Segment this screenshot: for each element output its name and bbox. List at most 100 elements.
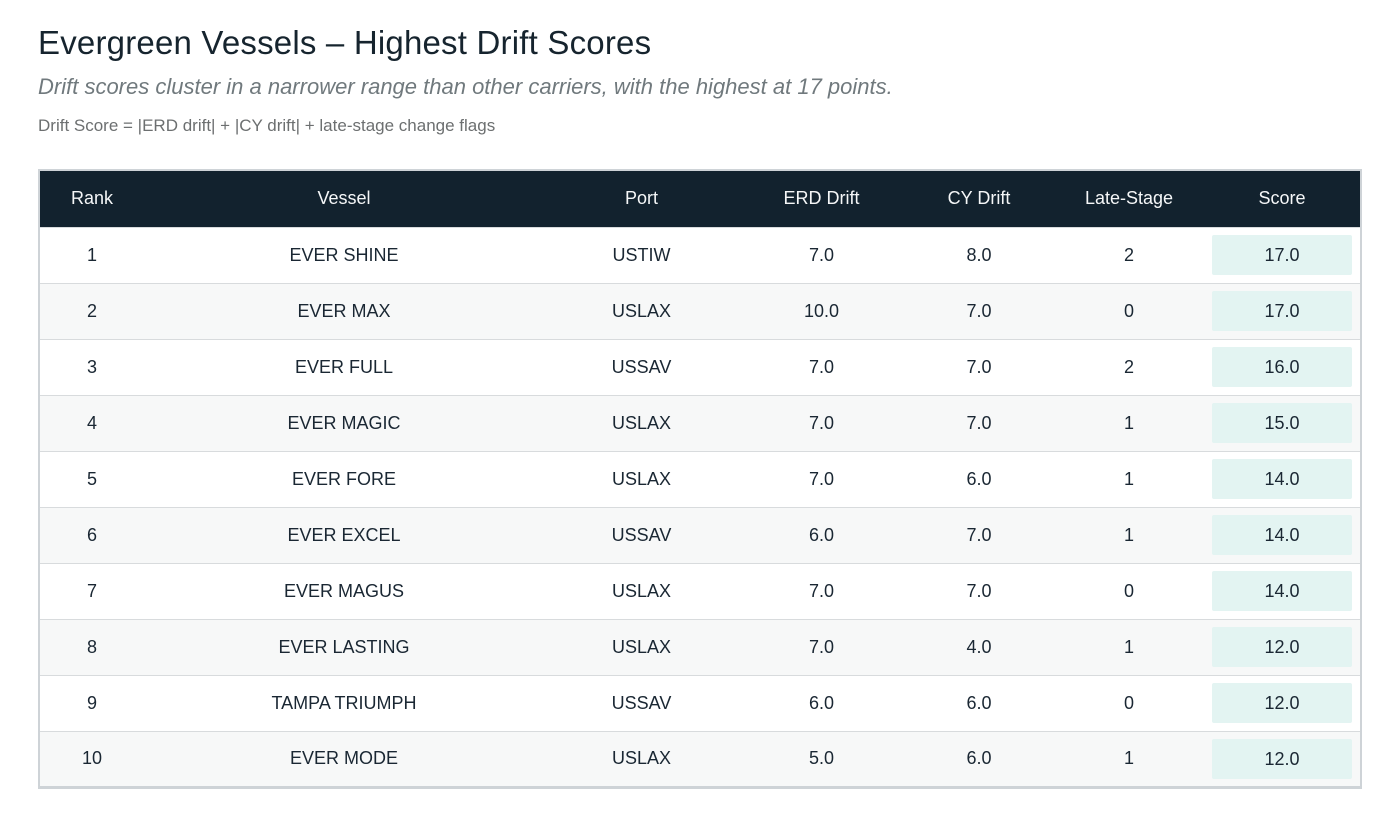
cell-rank: 9 <box>39 674 144 731</box>
cell-port: USLAX <box>544 450 739 507</box>
cell-vessel: TAMPA TRIUMPH <box>144 674 544 731</box>
cell-vessel: EVER EXCEL <box>144 506 544 563</box>
cell-score: 17.0 <box>1204 226 1361 283</box>
cell-port: USLAX <box>544 282 739 339</box>
cell-late-stage: 1 <box>1054 730 1204 787</box>
cell-score: 14.0 <box>1204 562 1361 619</box>
cell-vessel: EVER MAGIC <box>144 394 544 451</box>
score-badge: 14.0 <box>1212 459 1352 499</box>
cell-port: USLAX <box>544 562 739 619</box>
cell-cy-drift: 7.0 <box>904 562 1054 619</box>
column-header-cy-drift: CY Drift <box>904 170 1054 227</box>
cell-port: USLAX <box>544 618 739 675</box>
score-badge: 17.0 <box>1212 235 1352 275</box>
table-row: 4 EVER MAGIC USLAX 7.0 7.0 1 15.0 <box>39 394 1361 451</box>
column-header-port: Port <box>544 170 739 227</box>
cell-erd-drift: 10.0 <box>739 282 904 339</box>
score-badge: 12.0 <box>1212 627 1352 667</box>
cell-score: 15.0 <box>1204 394 1361 451</box>
cell-cy-drift: 7.0 <box>904 338 1054 395</box>
table-row: 9 TAMPA TRIUMPH USSAV 6.0 6.0 0 12.0 <box>39 674 1361 731</box>
table-header-row: Rank Vessel Port ERD Drift CY Drift Late… <box>39 170 1361 227</box>
cell-cy-drift: 6.0 <box>904 730 1054 787</box>
cell-rank: 7 <box>39 562 144 619</box>
cell-erd-drift: 5.0 <box>739 730 904 787</box>
cell-erd-drift: 7.0 <box>739 226 904 283</box>
score-badge: 14.0 <box>1212 571 1352 611</box>
cell-score: 12.0 <box>1204 618 1361 675</box>
cell-score: 17.0 <box>1204 282 1361 339</box>
cell-port: USTIW <box>544 226 739 283</box>
page-subtitle: Drift scores cluster in a narrower range… <box>38 74 893 99</box>
cell-port: USSAV <box>544 506 739 563</box>
cell-cy-drift: 4.0 <box>904 618 1054 675</box>
table-row: 1 EVER SHINE USTIW 7.0 8.0 2 17.0 <box>39 226 1361 283</box>
drift-score-table: Rank Vessel Port ERD Drift CY Drift Late… <box>38 169 1362 789</box>
cell-late-stage: 0 <box>1054 674 1204 731</box>
cell-rank: 8 <box>39 618 144 675</box>
table-row: 8 EVER LASTING USLAX 7.0 4.0 1 12.0 <box>39 618 1361 675</box>
cell-vessel: EVER MAX <box>144 282 544 339</box>
cell-late-stage: 1 <box>1054 618 1204 675</box>
cell-vessel: EVER FORE <box>144 450 544 507</box>
cell-erd-drift: 7.0 <box>739 562 904 619</box>
cell-rank: 4 <box>39 394 144 451</box>
score-badge: 14.0 <box>1212 515 1352 555</box>
cell-port: USSAV <box>544 338 739 395</box>
cell-rank: 10 <box>39 730 144 787</box>
cell-cy-drift: 7.0 <box>904 394 1054 451</box>
cell-vessel: EVER MODE <box>144 730 544 787</box>
cell-late-stage: 2 <box>1054 338 1204 395</box>
cell-rank: 5 <box>39 450 144 507</box>
cell-erd-drift: 7.0 <box>739 450 904 507</box>
cell-port: USSAV <box>544 674 739 731</box>
cell-score: 16.0 <box>1204 338 1361 395</box>
score-badge: 12.0 <box>1212 683 1352 723</box>
page-title: Evergreen Vessels – Highest Drift Scores <box>38 24 652 61</box>
cell-vessel: EVER SHINE <box>144 226 544 283</box>
report-page: Evergreen Vessels – Highest Drift Scores… <box>38 24 1362 789</box>
table-row: 3 EVER FULL USSAV 7.0 7.0 2 16.0 <box>39 338 1361 395</box>
score-badge: 16.0 <box>1212 347 1352 387</box>
column-header-score: Score <box>1204 170 1361 227</box>
cell-late-stage: 0 <box>1054 282 1204 339</box>
cell-score: 14.0 <box>1204 450 1361 507</box>
table-row: 5 EVER FORE USLAX 7.0 6.0 1 14.0 <box>39 450 1361 507</box>
cell-late-stage: 1 <box>1054 506 1204 563</box>
score-formula: Drift Score = |ERD drift| + |CY drift| +… <box>38 116 496 135</box>
cell-late-stage: 2 <box>1054 226 1204 283</box>
cell-vessel: EVER MAGUS <box>144 562 544 619</box>
cell-cy-drift: 6.0 <box>904 674 1054 731</box>
cell-erd-drift: 7.0 <box>739 394 904 451</box>
column-header-late-stage: Late-Stage <box>1054 170 1204 227</box>
cell-erd-drift: 7.0 <box>739 338 904 395</box>
table-row: 6 EVER EXCEL USSAV 6.0 7.0 1 14.0 <box>39 506 1361 563</box>
cell-vessel: EVER FULL <box>144 338 544 395</box>
cell-port: USLAX <box>544 394 739 451</box>
table-row: 2 EVER MAX USLAX 10.0 7.0 0 17.0 <box>39 282 1361 339</box>
cell-vessel: EVER LASTING <box>144 618 544 675</box>
cell-late-stage: 0 <box>1054 562 1204 619</box>
cell-rank: 1 <box>39 226 144 283</box>
cell-erd-drift: 7.0 <box>739 618 904 675</box>
cell-erd-drift: 6.0 <box>739 674 904 731</box>
score-badge: 12.0 <box>1212 738 1352 779</box>
cell-late-stage: 1 <box>1054 394 1204 451</box>
cell-score: 12.0 <box>1204 674 1361 731</box>
cell-cy-drift: 6.0 <box>904 450 1054 507</box>
cell-late-stage: 1 <box>1054 450 1204 507</box>
cell-cy-drift: 7.0 <box>904 282 1054 339</box>
column-header-rank: Rank <box>39 170 144 227</box>
cell-rank: 3 <box>39 338 144 395</box>
column-header-erd-drift: ERD Drift <box>739 170 904 227</box>
cell-erd-drift: 6.0 <box>739 506 904 563</box>
table-row: 7 EVER MAGUS USLAX 7.0 7.0 0 14.0 <box>39 562 1361 619</box>
column-header-vessel: Vessel <box>144 170 544 227</box>
cell-cy-drift: 7.0 <box>904 506 1054 563</box>
cell-score: 12.0 <box>1204 730 1361 787</box>
cell-score: 14.0 <box>1204 506 1361 563</box>
cell-rank: 2 <box>39 282 144 339</box>
cell-port: USLAX <box>544 730 739 787</box>
cell-rank: 6 <box>39 506 144 563</box>
cell-cy-drift: 8.0 <box>904 226 1054 283</box>
